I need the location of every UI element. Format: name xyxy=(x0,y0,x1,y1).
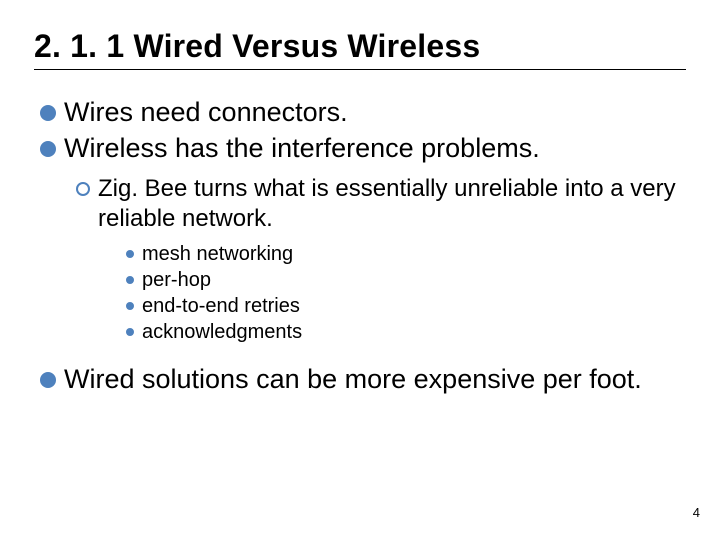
list-item-text: Wired solutions can be more expensive pe… xyxy=(64,363,642,397)
disc-bullet-icon xyxy=(126,328,134,336)
list-item-text: mesh networking xyxy=(142,241,293,267)
disc-bullet-icon xyxy=(40,141,56,157)
list-item-text: Zig. Bee turns what is essentially unrel… xyxy=(98,174,686,235)
list-item-text: acknowledgments xyxy=(142,319,302,345)
list-item-text: Wires need connectors. xyxy=(64,96,348,130)
list-item: Zig. Bee turns what is essentially unrel… xyxy=(76,174,686,235)
list-item-text: per-hop xyxy=(142,267,211,293)
list-item: Wired solutions can be more expensive pe… xyxy=(40,363,686,397)
disc-bullet-icon xyxy=(40,372,56,388)
ring-bullet-icon xyxy=(76,182,90,196)
disc-bullet-icon xyxy=(126,250,134,258)
disc-bullet-icon xyxy=(126,302,134,310)
list-item: Wires need connectors. xyxy=(40,96,686,130)
bullet-list-lvl1: Wired solutions can be more expensive pe… xyxy=(34,363,686,397)
page-number: 4 xyxy=(693,505,700,520)
list-item: Wireless has the interference problems. xyxy=(40,132,686,166)
slide: 2. 1. 1 Wired Versus Wireless Wires need… xyxy=(0,0,720,540)
list-item-text: end-to-end retries xyxy=(142,293,300,319)
bullet-list-lvl3: mesh networking per-hop end-to-end retri… xyxy=(34,241,686,345)
bullet-list-lvl2: Zig. Bee turns what is essentially unrel… xyxy=(34,174,686,235)
list-item: per-hop xyxy=(126,267,686,293)
page-title: 2. 1. 1 Wired Versus Wireless xyxy=(34,28,686,65)
disc-bullet-icon xyxy=(126,276,134,284)
bullet-list-lvl1: Wires need connectors. Wireless has the … xyxy=(34,96,686,166)
list-item-text: Wireless has the interference problems. xyxy=(64,132,540,166)
list-item: mesh networking xyxy=(126,241,686,267)
list-item: end-to-end retries xyxy=(126,293,686,319)
list-item: acknowledgments xyxy=(126,319,686,345)
disc-bullet-icon xyxy=(40,105,56,121)
title-divider xyxy=(34,69,686,70)
